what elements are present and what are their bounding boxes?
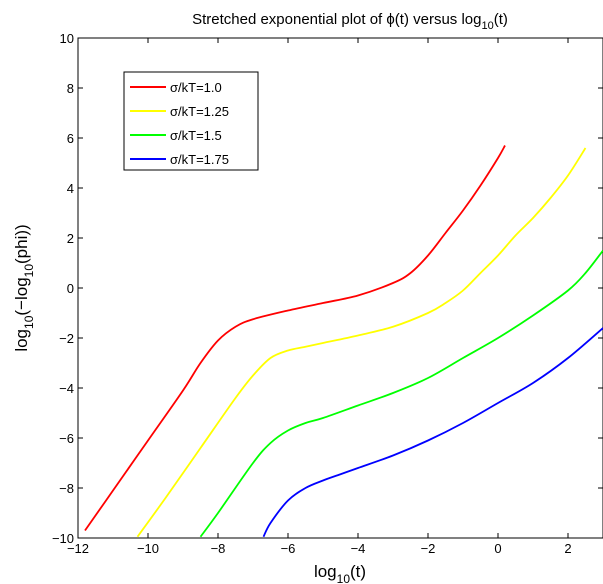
legend-entries: σ/kT=1.0 σ/kT=1.25 σ/kT=1.5 σ/kT=1.75 xyxy=(130,80,229,167)
x-axis-label-main: log xyxy=(314,562,337,581)
x-tick-label: −6 xyxy=(281,541,296,556)
legend: σ/kT=1.0 σ/kT=1.25 σ/kT=1.5 σ/kT=1.75 xyxy=(123,71,259,171)
legend-label-4: σ/kT=1.75 xyxy=(170,152,229,167)
x-tick-label: −10 xyxy=(137,541,159,556)
y-tick-label: 2 xyxy=(67,231,74,246)
y-tick-label: 0 xyxy=(67,281,74,296)
x-tick-label: −2 xyxy=(421,541,436,556)
series-lines xyxy=(84,145,603,538)
legend-box xyxy=(123,71,259,171)
y-axis-label-main: log xyxy=(12,329,31,352)
x-tick-label: −4 xyxy=(351,541,366,556)
y-axis-label-sub2: 10 xyxy=(22,264,36,278)
x-axis-label-sub: 10 xyxy=(337,572,351,584)
x-tick-label: 0 xyxy=(494,541,501,556)
y-tick-label: −2 xyxy=(59,331,74,346)
chart-title-sub: 10 xyxy=(481,20,493,32)
legend-label-3: σ/kT=1.5 xyxy=(170,128,222,143)
series-line-3 xyxy=(199,249,603,538)
y-axis-label-after: (phi)) xyxy=(12,224,31,264)
y-tick-label: 6 xyxy=(67,131,74,146)
legend-label-2: σ/kT=1.25 xyxy=(170,104,229,119)
y-axis-label-middle: (−log xyxy=(12,277,31,315)
series-line-1 xyxy=(84,145,506,532)
x-axis-label: log10(t) xyxy=(314,562,366,584)
y-tick-label: 8 xyxy=(67,81,74,96)
y-tick-label: −10 xyxy=(52,531,74,546)
chart-title-phi: ϕ xyxy=(386,11,394,28)
y-tick-label: 4 xyxy=(67,181,74,196)
series-line-2 xyxy=(136,147,587,538)
y-axis-label-sub: 10 xyxy=(22,315,36,329)
series-line-4 xyxy=(262,327,603,538)
y-tick-label: −8 xyxy=(59,481,74,496)
x-tick-label: −8 xyxy=(211,541,226,556)
y-tick-label: 10 xyxy=(60,31,74,46)
chart-title-after: (t) xyxy=(494,11,508,28)
legend-label-1: σ/kT=1.0 xyxy=(170,80,222,95)
axis-ticks xyxy=(77,37,603,539)
x-tick-label: 2 xyxy=(564,541,571,556)
chart-title-before: Stretched exponential plot of xyxy=(192,11,386,28)
chart-title-middle: (t) versus log xyxy=(395,11,482,28)
chart-title: Stretched exponential plot of ϕ(t) versu… xyxy=(192,11,508,32)
y-tick-label: −6 xyxy=(59,431,74,446)
x-tick-label: −12 xyxy=(67,541,89,556)
x-axis-label-after: (t) xyxy=(350,562,366,581)
y-tick-label: −4 xyxy=(59,381,74,396)
y-axis-label: log10(−log10(phi)) xyxy=(12,224,36,351)
